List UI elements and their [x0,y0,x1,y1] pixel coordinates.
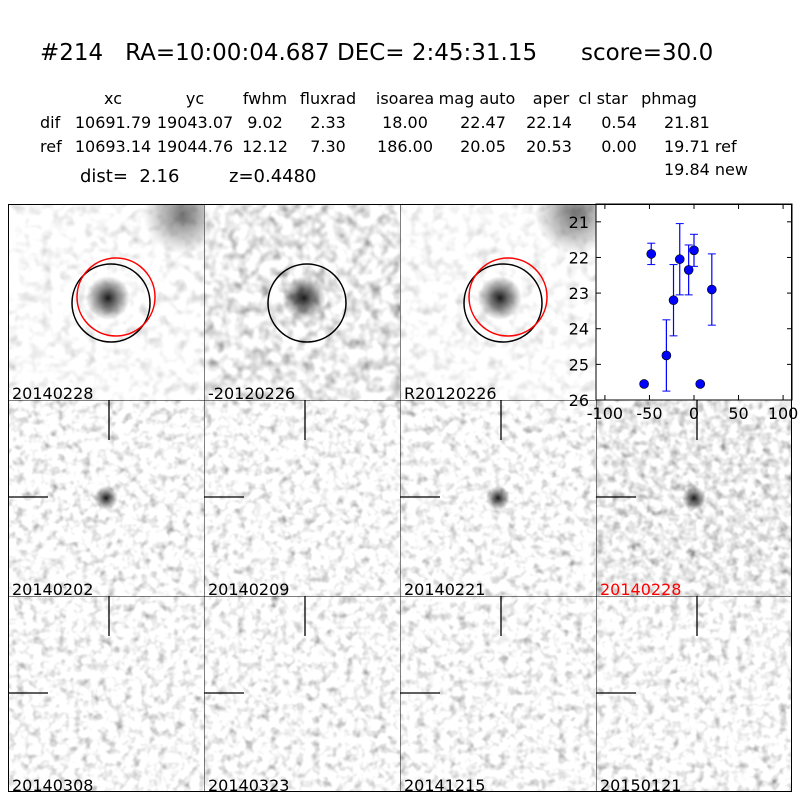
table-cell: 12.12 [242,137,288,156]
source-blob [86,276,130,320]
x-tick-label: 0 [689,404,699,423]
table-cell: 19044.76 [156,137,234,156]
candidate-title: #214 RA=10:00:04.687 DEC= 2:45:31.15 sco… [40,40,714,66]
source-blob [94,486,118,510]
table-cell: 19.71 ref [664,137,737,156]
column-header: aper [532,89,570,108]
noise-image [596,596,792,792]
column-header: isoarea [375,89,435,108]
y-tick-label: 22 [569,248,589,267]
table-cell: 10693.14 [74,137,152,156]
panel-date-label: 20140228 [600,580,682,596]
column-header: yc [185,89,205,108]
dist-value: dist= 2.16 [80,166,180,187]
column-header: phmag [641,89,697,108]
x-tick-label: 50 [728,404,748,423]
redshift-value: z=0.4480 [229,166,317,187]
table-cell: 20.05 [460,137,506,156]
source-blob [682,486,706,510]
aperture-circle-black [71,263,151,343]
table-cell: 21.81 [664,113,710,132]
column-header: cl star [578,89,628,108]
aperture-circle-red [468,257,548,337]
thumbnail-panel: 20140209 [204,400,400,596]
table-cell: 7.30 [310,137,346,156]
source-blob [486,486,510,510]
data-point [661,350,672,361]
thumbnail-panel: 20140308 [8,596,204,792]
new-mag-value: 19.84 new [664,160,748,179]
table-cell: 10691.79 [74,113,152,132]
noise-image [204,596,400,792]
panel-date-label: 20140228 [12,384,94,400]
panel-date-label: 20140221 [404,580,486,596]
row-label: ref [40,137,62,156]
y-tick-label: 25 [569,355,589,374]
data-point [674,254,685,265]
aperture-circle-black [463,263,543,343]
light-curve-chart: 21 22 23 24 25 26 -100 -50 0 50 100 [569,203,798,424]
row-label: dif [40,113,61,132]
x-tick-label: -50 [636,404,662,423]
source-blob [282,276,326,320]
column-header: mag auto [438,89,516,108]
panel-date-label: 20140202 [12,580,94,596]
data-point [646,249,657,259]
panel-date-label: 20141215 [404,776,486,792]
panel-date-label: 20150121 [600,776,682,792]
panel-date-label: R20120226 [404,384,497,400]
light-curve-svg: 21 22 23 24 25 26-100 -50 0 50 100 [569,203,799,423]
table-cell: 22.47 [460,113,506,132]
table-cell: 19043.07 [156,113,234,132]
column-header: fwhm [242,89,288,108]
source-blob [478,276,522,320]
data-point [683,265,694,275]
thumbnail-panel: 20140221 [400,400,596,596]
plot-area [595,203,793,401]
y-tick-label: 24 [569,320,589,339]
thumbnail-panel: 20140228 [596,400,792,596]
panel-date-label: 20140308 [12,776,94,792]
thumbnail-panel: R20120226 [400,204,596,400]
data-point [695,379,706,389]
table-cell: 186.00 [377,137,433,156]
y-tick-label: 23 [569,284,589,303]
thumbnail-panel: 20141215 [400,596,596,792]
table-cell: 18.00 [382,113,428,132]
table-cell: 0.54 [601,113,637,132]
column-header: fluxrad [299,89,357,108]
noise-image [204,400,400,596]
table-cell: 9.02 [247,113,283,132]
table-cell: 22.14 [526,113,572,132]
aperture-circle-black [267,263,347,343]
noise-image [8,596,204,792]
thumbnail-panel: 20150121 [596,596,792,792]
panel-date-label: 20140323 [208,776,290,792]
thumbnail-panel: 20140202 [8,400,204,596]
data-point [668,295,679,306]
column-header: xc [104,89,122,108]
table-cell: 20.53 [526,137,572,156]
panel-date-label: 20140209 [208,580,290,596]
y-tick-label: 21 [569,213,589,232]
table-cell: 0.00 [601,137,637,156]
data-point [689,245,699,256]
thumbnail-panel: 20140228 [8,204,204,400]
noise-image [400,596,596,792]
aperture-circle-red [76,257,156,337]
table-cell: 2.33 [310,113,346,132]
y-tick-label: 26 [569,391,589,410]
data-point [707,284,717,295]
thumbnail-panel: 20140323 [204,596,400,792]
thumbnail-panel: -20120226 [204,204,400,400]
panel-date-label: -20120226 [208,384,296,400]
x-tick-label: 100 [768,404,799,423]
data-point [639,379,649,389]
x-tick-label: -100 [587,404,623,423]
